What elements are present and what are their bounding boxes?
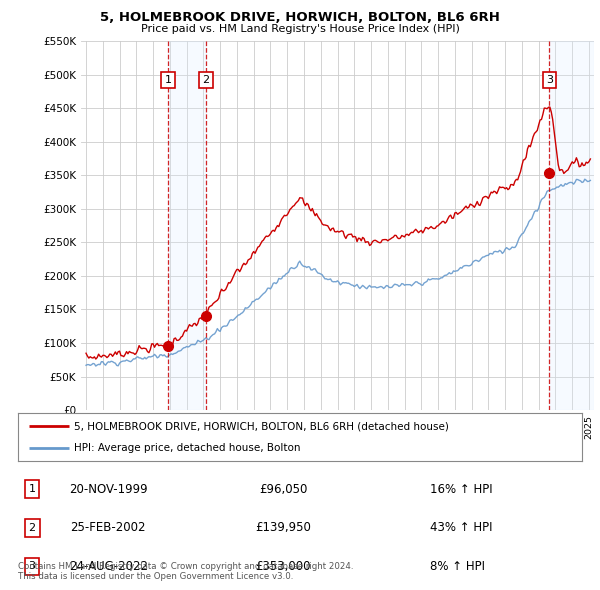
Bar: [550, 41, 594, 410]
Text: 24-AUG-2022: 24-AUG-2022: [69, 560, 148, 573]
Text: 1: 1: [29, 484, 35, 494]
Text: 43% ↑ HPI: 43% ↑ HPI: [430, 521, 492, 535]
Text: 3: 3: [29, 562, 35, 572]
Text: Contains HM Land Registry data © Crown copyright and database right 2024.
This d: Contains HM Land Registry data © Crown c…: [18, 562, 353, 581]
Text: 1: 1: [164, 75, 172, 85]
Text: £353,000: £353,000: [256, 560, 311, 573]
Text: 20-NOV-1999: 20-NOV-1999: [69, 483, 148, 496]
Text: Price paid vs. HM Land Registry's House Price Index (HPI): Price paid vs. HM Land Registry's House …: [140, 24, 460, 34]
Text: 8% ↑ HPI: 8% ↑ HPI: [430, 560, 485, 573]
Text: 3: 3: [546, 75, 553, 85]
Text: 25-FEB-2002: 25-FEB-2002: [70, 521, 146, 535]
Text: 2: 2: [29, 523, 35, 533]
Text: 2: 2: [202, 75, 209, 85]
Bar: [168, 41, 206, 410]
Text: 5, HOLMEBROOK DRIVE, HORWICH, BOLTON, BL6 6RH: 5, HOLMEBROOK DRIVE, HORWICH, BOLTON, BL…: [100, 11, 500, 24]
Text: 16% ↑ HPI: 16% ↑ HPI: [430, 483, 493, 496]
Text: £139,950: £139,950: [255, 521, 311, 535]
Text: HPI: Average price, detached house, Bolton: HPI: Average price, detached house, Bolt…: [74, 443, 301, 453]
Text: 5, HOLMEBROOK DRIVE, HORWICH, BOLTON, BL6 6RH (detached house): 5, HOLMEBROOK DRIVE, HORWICH, BOLTON, BL…: [74, 421, 449, 431]
Text: £96,050: £96,050: [259, 483, 307, 496]
